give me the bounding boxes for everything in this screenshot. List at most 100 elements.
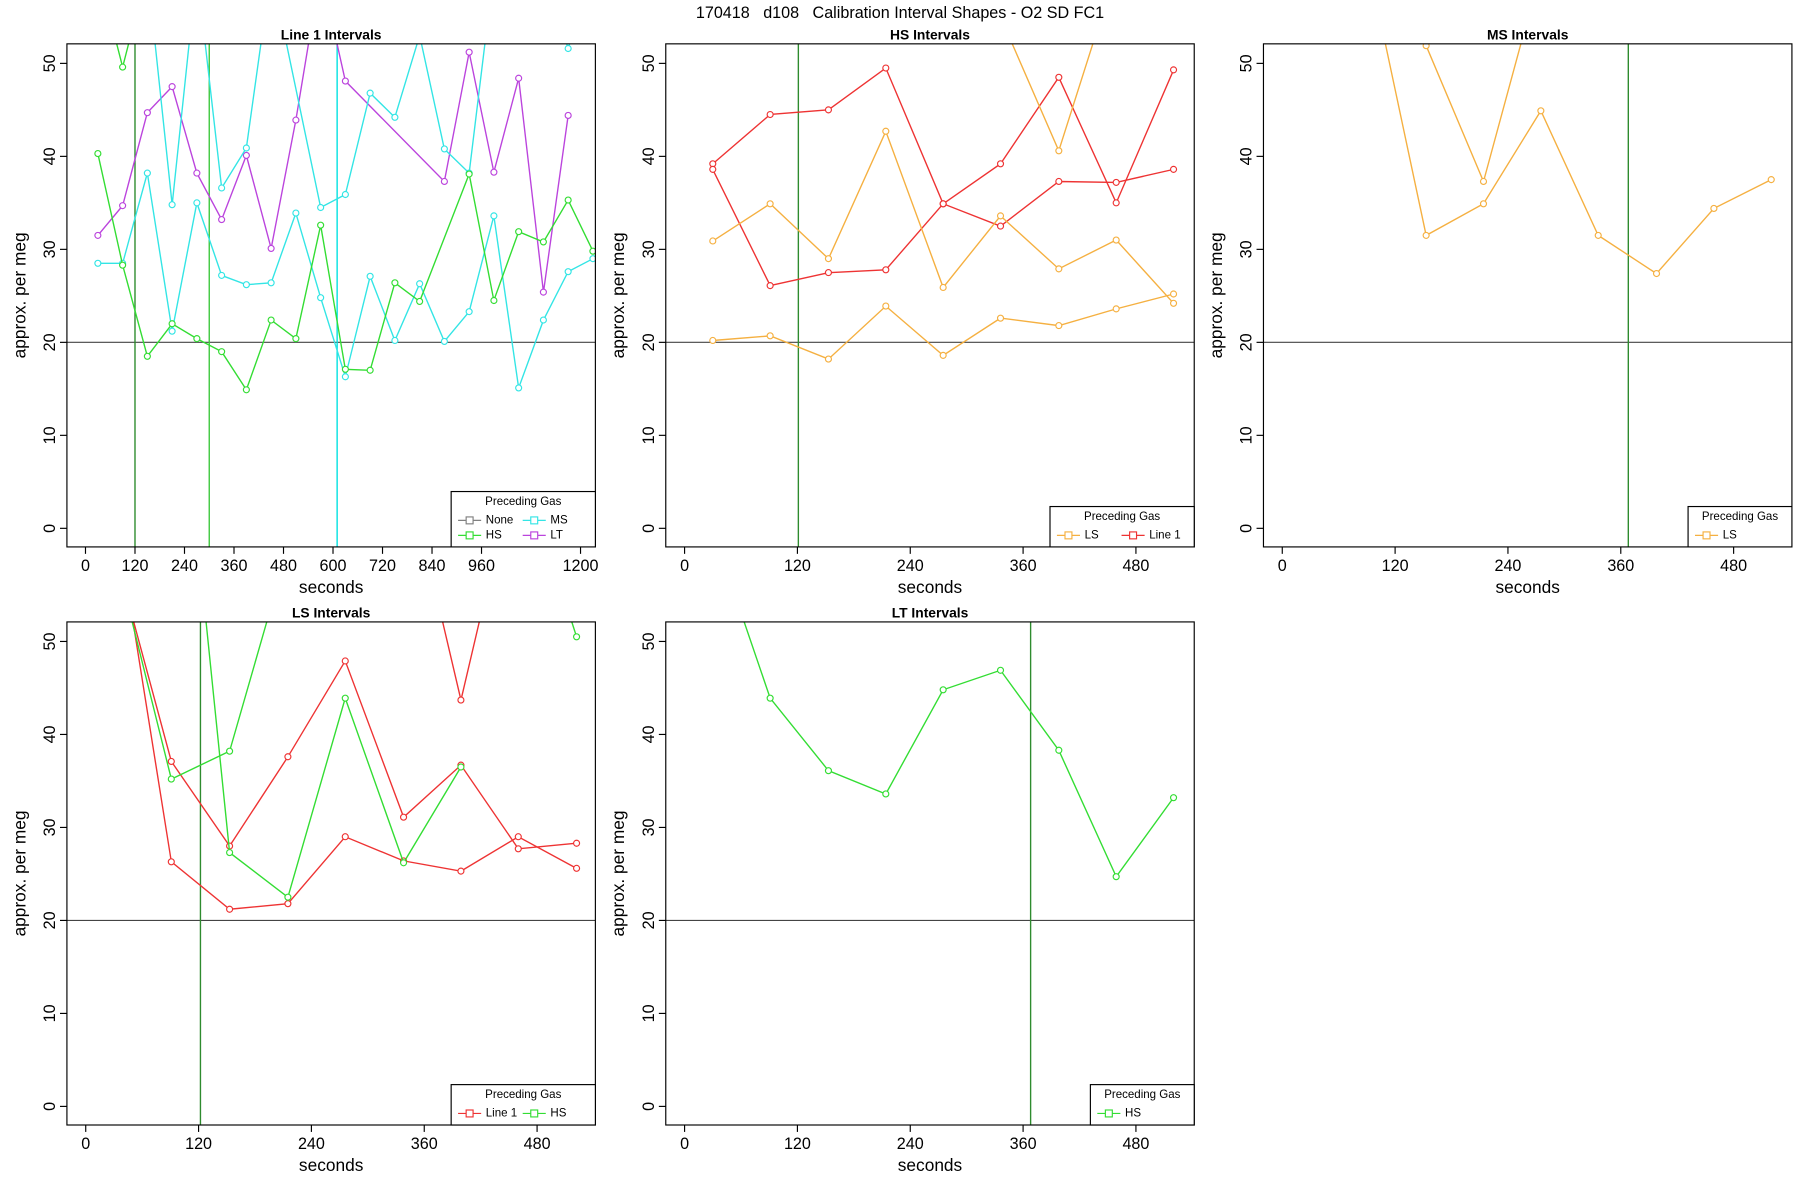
x-tick-label: 720 — [369, 557, 396, 575]
y-axis-label: approx. per meg — [608, 810, 628, 936]
y-tick-label: 30 — [640, 240, 658, 258]
data-point — [1169, 66, 1178, 74]
series-line — [1384, 43, 1772, 275]
x-tick-label: 600 — [320, 557, 347, 575]
series-line — [154, 43, 486, 209]
data-point — [589, 247, 596, 255]
legend-label: MS — [550, 514, 568, 526]
data-point — [1055, 177, 1063, 186]
plot-area — [1263, 43, 1792, 547]
data-point — [824, 355, 833, 363]
x-tick-label: 360 — [411, 1135, 438, 1153]
x-tick-label: 240 — [1494, 557, 1521, 575]
data-point — [766, 694, 774, 702]
data-point — [341, 694, 349, 702]
x-tick-label: 120 — [122, 557, 149, 575]
y-tick-label: 50 — [41, 632, 59, 650]
data-point — [457, 696, 465, 704]
data-point — [341, 77, 349, 85]
data-point — [94, 149, 102, 158]
data-point — [996, 212, 1005, 220]
x-tick-label: 480 — [1122, 557, 1149, 575]
data-point — [167, 858, 175, 866]
legend-label: LS — [1085, 529, 1099, 541]
data-point — [564, 111, 572, 120]
y-tick-label: 50 — [1238, 54, 1256, 72]
y-tick-label: 20 — [640, 911, 658, 929]
x-tick-label: 240 — [171, 557, 198, 575]
data-point — [515, 228, 523, 236]
data-point — [317, 203, 325, 212]
data-point — [119, 202, 127, 210]
data-point — [218, 184, 226, 192]
data-point — [341, 373, 349, 381]
plot-area — [66, 621, 596, 1125]
legend-title: Preceding Gas — [1084, 511, 1160, 523]
x-tick-label: 480 — [1720, 557, 1747, 575]
data-point — [996, 222, 1005, 230]
data-point — [514, 845, 522, 853]
data-point — [882, 790, 890, 798]
data-point — [766, 282, 774, 290]
data-point — [399, 859, 408, 867]
data-point — [341, 190, 349, 199]
data-point — [882, 127, 890, 135]
legend-label: Line 1 — [1149, 529, 1180, 541]
data-point — [94, 231, 102, 239]
data-point — [573, 633, 581, 641]
y-tick-label: 30 — [1238, 240, 1256, 258]
data-point — [539, 288, 547, 296]
series-line — [131, 621, 268, 781]
x-axis-label: seconds — [1495, 577, 1560, 597]
data-point — [440, 145, 448, 153]
data-point — [267, 279, 275, 287]
data-point — [284, 893, 292, 901]
legend-title: Preceding Gas — [1104, 1089, 1180, 1101]
series-line — [205, 621, 462, 899]
data-point — [218, 216, 226, 224]
y-tick-label: 20 — [41, 911, 59, 929]
panel-title: LS Intervals — [292, 605, 371, 621]
plot-frame — [1262, 43, 1793, 548]
data-point — [1422, 231, 1430, 239]
data-point — [440, 337, 448, 345]
data-point — [709, 336, 717, 345]
data-point — [1169, 290, 1178, 298]
data-point — [1710, 204, 1718, 213]
x-tick-label: 0 — [1278, 557, 1287, 575]
data-point — [168, 83, 176, 91]
data-point — [416, 297, 424, 306]
panel-title: MS Intervals — [1487, 26, 1569, 42]
data-point — [465, 308, 473, 316]
legend-marker — [1104, 1109, 1113, 1118]
data-point — [226, 848, 234, 857]
data-point — [766, 110, 774, 119]
x-tick-label: 1200 — [563, 557, 599, 575]
data-point — [193, 169, 201, 177]
legend-marker — [465, 516, 474, 525]
y-tick-label: 30 — [41, 818, 59, 836]
data-point — [242, 281, 250, 289]
data-point — [317, 221, 325, 229]
data-point — [391, 113, 399, 121]
x-tick-label: 0 — [680, 1135, 689, 1153]
legend-label: LT — [550, 529, 563, 541]
legend-label: Line 1 — [486, 1108, 517, 1120]
y-tick-label: 40 — [1238, 147, 1256, 165]
data-point — [218, 348, 226, 356]
data-point — [242, 151, 250, 160]
data-point — [514, 833, 522, 841]
x-tick-label: 240 — [298, 1135, 325, 1153]
x-axis-label: seconds — [299, 577, 364, 597]
plot-frame — [66, 43, 596, 548]
data-point — [766, 332, 774, 340]
x-tick-label: 360 — [221, 557, 248, 575]
legend-label: HS — [1125, 1108, 1141, 1120]
data-point — [573, 864, 581, 872]
data-point — [1055, 73, 1063, 81]
x-axis-label: seconds — [299, 1155, 364, 1175]
legend-box — [1687, 505, 1793, 548]
legend-label: None — [486, 514, 514, 526]
data-point — [1169, 299, 1178, 307]
